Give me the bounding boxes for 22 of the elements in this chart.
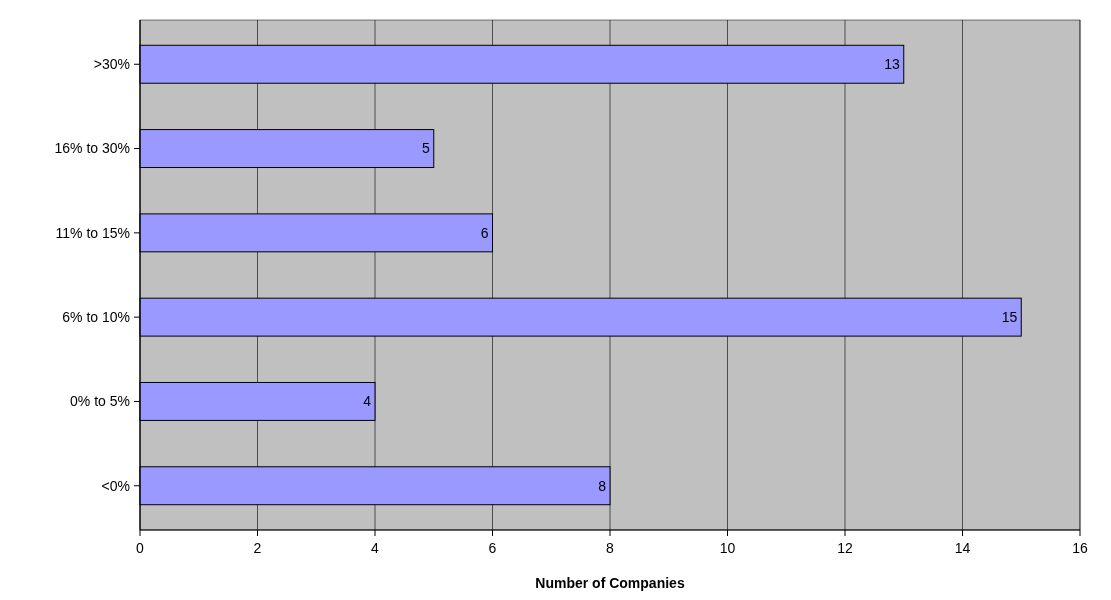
x-tick-label: 16 [1072, 540, 1088, 556]
x-tick-label: 12 [837, 540, 853, 556]
y-tick-label: >30% [93, 56, 130, 73]
y-tick-label: 11% to 15% [55, 224, 130, 241]
data-label: 4 [363, 393, 372, 410]
y-tick-label: 0% to 5% [70, 393, 130, 410]
y-tick-label: 16% to 30% [54, 140, 130, 157]
data-label: 8 [598, 477, 607, 494]
data-label: 5 [421, 140, 430, 157]
x-tick-label: 4 [371, 540, 380, 556]
x-tick-label: 2 [253, 540, 262, 556]
y-tick-label: <0% [101, 477, 130, 494]
y-tick-label: 6% to 10% [62, 309, 130, 326]
x-axis-title: Number of Companies [535, 575, 685, 591]
data-label: 6 [480, 224, 489, 241]
data-label: 13 [884, 56, 900, 73]
x-tick-label: 6 [488, 540, 497, 556]
x-tick-label: 14 [954, 540, 971, 556]
data-label: 15 [1001, 309, 1018, 326]
x-tick-label: 0 [136, 540, 145, 556]
x-tick-label: 10 [719, 540, 736, 556]
x-tick-label: 8 [606, 540, 615, 556]
